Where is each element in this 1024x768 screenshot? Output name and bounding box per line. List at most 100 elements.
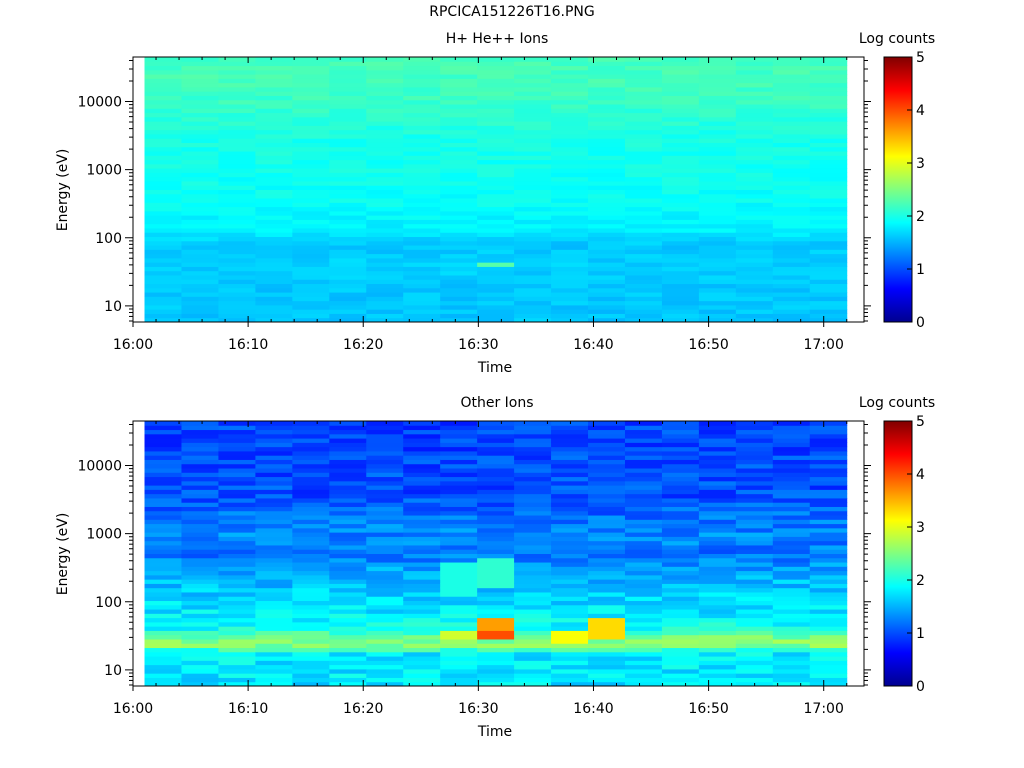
spectrogram-cell (809, 125, 848, 131)
x-axis-label: Time (477, 360, 512, 376)
spectrogram-cell (292, 651, 330, 657)
spectrogram-cell (661, 638, 700, 644)
spectrogram-cell (440, 108, 478, 114)
spectrogram-cell (588, 664, 626, 670)
spectrogram-cell (181, 579, 219, 584)
spectrogram-cell (661, 95, 700, 101)
spectrogram-cell (218, 223, 256, 229)
spectrogram-cell (218, 262, 256, 267)
spectrogram-cell (772, 172, 811, 178)
spectrogram-cell (588, 69, 626, 75)
spectrogram-cell (772, 249, 811, 255)
spectrogram-cell (329, 540, 367, 546)
spectrogram-cell (661, 651, 700, 657)
spectrogram-cell (772, 296, 811, 302)
spectrogram-cell (698, 266, 737, 272)
spectrogram-cell (144, 587, 182, 593)
spectrogram-cell (403, 133, 441, 139)
spectrogram-cell (624, 253, 663, 259)
spectrogram-cell (551, 455, 589, 460)
spectrogram-cell (809, 236, 848, 242)
spectrogram-cell (477, 300, 515, 306)
spectrogram-cell (809, 151, 848, 156)
spectrogram-cell (551, 155, 589, 161)
spectrogram-cell (403, 257, 441, 263)
spectrogram-cell (440, 270, 478, 276)
spectrogram-cell (292, 309, 330, 314)
spectrogram-cell (661, 121, 700, 126)
spectrogram-cell (661, 476, 700, 482)
spectrogram-cell (551, 600, 589, 606)
spectrogram-cell (772, 95, 811, 101)
spectrogram-cell (292, 74, 330, 79)
spectrogram-cell (624, 95, 663, 101)
spectrogram-cell (403, 262, 441, 267)
spectrogram-cell (624, 112, 663, 118)
spectrogram-cell (698, 455, 737, 460)
spectrogram-cell (477, 506, 515, 512)
spectrogram-cell (624, 455, 663, 460)
spectrogram-cell (292, 609, 330, 614)
spectrogram-cell (366, 104, 404, 109)
spectrogram-cell (809, 677, 848, 683)
spectrogram-cell (772, 151, 811, 156)
spectrogram-cell (477, 664, 515, 670)
spectrogram-cell (551, 292, 589, 297)
spectrogram-cell (698, 86, 737, 92)
spectrogram-cell (735, 626, 774, 631)
spectrogram-cell (698, 61, 737, 67)
spectrogram-cell (477, 493, 515, 499)
spectrogram-cell (624, 219, 663, 225)
spectrogram-cell (698, 472, 737, 478)
spectrogram-cell (440, 638, 478, 644)
spectrogram-cell (477, 574, 515, 580)
spectrogram-cell (588, 91, 626, 96)
spectrogram-cell (514, 455, 552, 460)
spectrogram-cell (588, 279, 626, 285)
spectrogram-cell (218, 257, 256, 263)
spectrogram-cell (661, 468, 700, 473)
spectrogram-cell (661, 219, 700, 225)
spectrogram-cell (292, 270, 330, 276)
spectrogram-cell (551, 574, 589, 580)
spectrogram-cell (403, 463, 441, 469)
spectrogram-cell (735, 677, 774, 683)
spectrogram-cell (144, 609, 182, 614)
spectrogram-cell (661, 673, 700, 678)
spectrogram-cell (514, 99, 552, 105)
spectrogram-cell (403, 497, 441, 503)
spectrogram-cell (144, 442, 182, 448)
spectrogram-cell (255, 519, 293, 525)
spectrogram-cell (772, 146, 811, 152)
spectrogram-cell (698, 155, 737, 161)
spectrogram-cell (292, 86, 330, 92)
spectrogram-cell (181, 245, 219, 250)
spectrogram-cell (292, 515, 330, 520)
spectrogram-cell (809, 57, 848, 62)
spectrogram-cell (735, 189, 774, 195)
spectrogram-cell (440, 300, 478, 306)
spectrogram-cell (144, 108, 182, 114)
spectrogram-cell (366, 668, 404, 674)
spectrogram-cell (292, 133, 330, 139)
spectrogram-cell (551, 579, 589, 584)
spectrogram-cell (809, 95, 848, 101)
spectrogram-cell (698, 142, 737, 148)
spectrogram-cell (735, 155, 774, 161)
spectrogram-cell (403, 570, 441, 576)
spectrogram-cell (329, 553, 367, 559)
spectrogram-cell (661, 236, 700, 242)
spectrogram-cell (218, 429, 256, 435)
spectrogram-cell (588, 292, 626, 297)
spectrogram-cell (551, 82, 589, 88)
spectrogram-cell (551, 557, 589, 563)
colorbar-tick-label: 0 (916, 315, 925, 331)
spectrogram-cell (329, 621, 367, 627)
spectrogram-cell (551, 493, 589, 499)
spectrogram-cell (218, 125, 256, 131)
spectrogram-cell (588, 617, 626, 623)
spectrogram-cell (181, 236, 219, 242)
spectrogram-cell (181, 95, 219, 101)
spectrogram-cell (366, 99, 404, 105)
